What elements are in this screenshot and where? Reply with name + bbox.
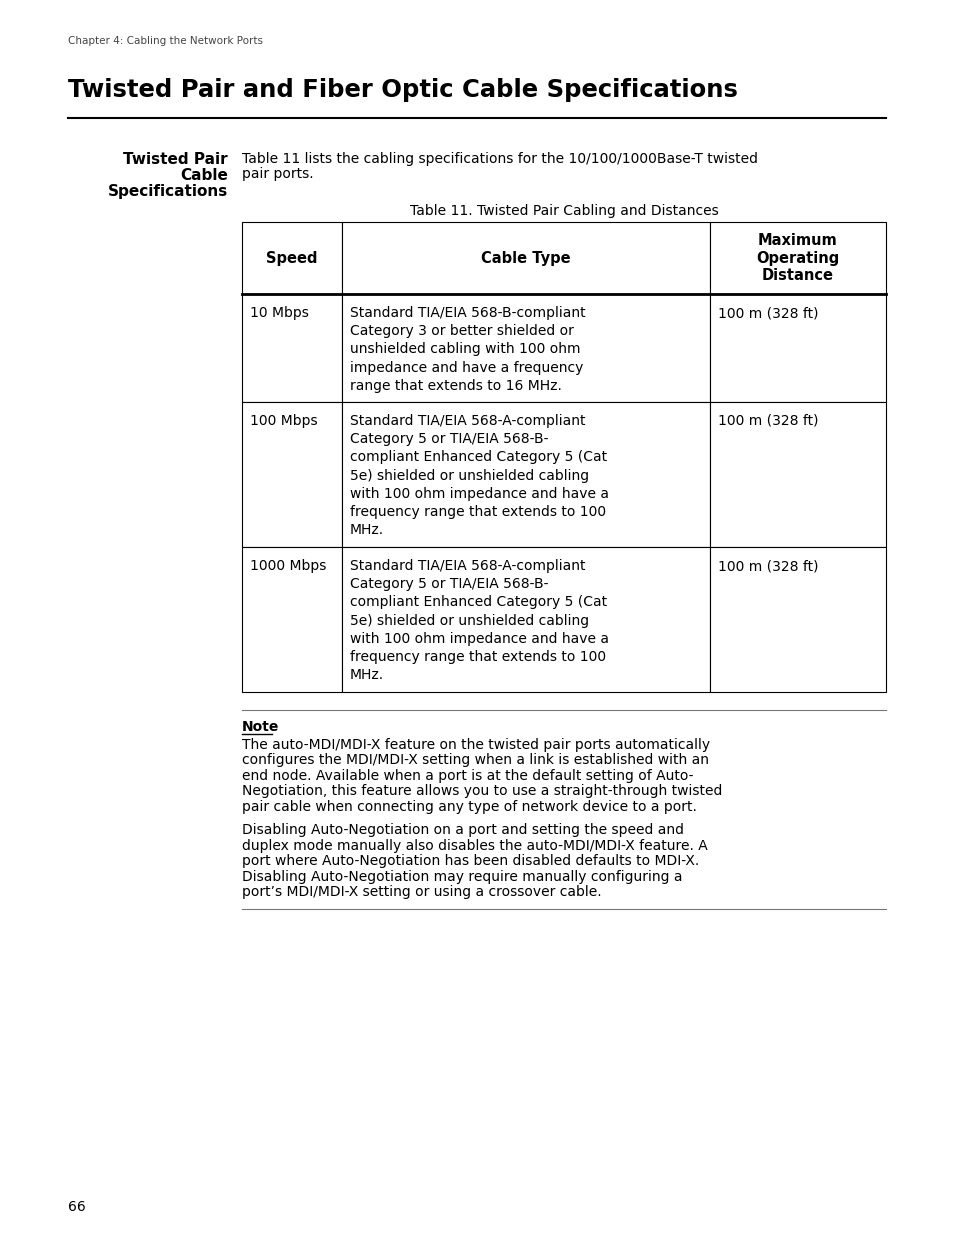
Bar <box>242 403 341 547</box>
Text: duplex mode manually also disables the auto-MDI/MDI-X feature. A: duplex mode manually also disables the a… <box>242 839 707 853</box>
Text: Standard TIA/EIA 568-A-compliant
Category 5 or TIA/EIA 568-B-
compliant Enhanced: Standard TIA/EIA 568-A-compliant Categor… <box>350 559 608 682</box>
Text: 66: 66 <box>68 1200 86 1214</box>
Bar <box>341 547 709 692</box>
Text: The auto-MDI/MDI-X feature on the twisted pair ports automatically: The auto-MDI/MDI-X feature on the twiste… <box>242 739 709 752</box>
Bar <box>709 403 885 547</box>
Text: Specifications: Specifications <box>108 184 228 199</box>
Bar <box>242 222 341 294</box>
Bar <box>341 403 709 547</box>
Bar <box>709 547 885 692</box>
Text: 100 m (328 ft): 100 m (328 ft) <box>718 414 818 429</box>
Text: 100 m (328 ft): 100 m (328 ft) <box>718 559 818 573</box>
Text: configures the MDI/MDI-X setting when a link is established with an: configures the MDI/MDI-X setting when a … <box>242 753 708 767</box>
Text: Standard TIA/EIA 568-B-compliant
Category 3 or better shielded or
unshielded cab: Standard TIA/EIA 568-B-compliant Categor… <box>350 306 585 393</box>
Text: Table 11 lists the cabling specifications for the 10/100/1000Base-T twisted: Table 11 lists the cabling specification… <box>242 152 758 165</box>
Bar <box>242 547 341 692</box>
Bar <box>242 294 341 403</box>
Text: 100 m (328 ft): 100 m (328 ft) <box>718 306 818 320</box>
Text: Negotiation, this feature allows you to use a straight-through twisted: Negotiation, this feature allows you to … <box>242 784 721 799</box>
Text: Standard TIA/EIA 568-A-compliant
Category 5 or TIA/EIA 568-B-
compliant Enhanced: Standard TIA/EIA 568-A-compliant Categor… <box>350 414 608 537</box>
Bar <box>341 294 709 403</box>
Text: pair cable when connecting any type of network device to a port.: pair cable when connecting any type of n… <box>242 800 696 814</box>
Text: Disabling Auto-Negotiation on a port and setting the speed and: Disabling Auto-Negotiation on a port and… <box>242 824 683 837</box>
Text: end node. Available when a port is at the default setting of Auto-: end node. Available when a port is at th… <box>242 769 693 783</box>
Text: 100 Mbps: 100 Mbps <box>250 414 317 429</box>
Text: port’s MDI/MDI-X setting or using a crossover cable.: port’s MDI/MDI-X setting or using a cros… <box>242 885 601 899</box>
Text: port where Auto-Negotiation has been disabled defaults to MDI-X.: port where Auto-Negotiation has been dis… <box>242 855 699 868</box>
Text: Disabling Auto-Negotiation may require manually configuring a: Disabling Auto-Negotiation may require m… <box>242 869 681 884</box>
Bar <box>341 222 709 294</box>
Bar <box>709 294 885 403</box>
Text: Cable Type: Cable Type <box>480 251 570 266</box>
Bar <box>709 222 885 294</box>
Text: Table 11. Twisted Pair Cabling and Distances: Table 11. Twisted Pair Cabling and Dista… <box>409 204 718 219</box>
Text: Speed: Speed <box>266 251 317 266</box>
Text: Note: Note <box>242 720 279 734</box>
Text: 1000 Mbps: 1000 Mbps <box>250 559 326 573</box>
Text: Maximum
Operating
Distance: Maximum Operating Distance <box>756 233 839 283</box>
Text: pair ports.: pair ports. <box>242 167 314 182</box>
Text: Chapter 4: Cabling the Network Ports: Chapter 4: Cabling the Network Ports <box>68 36 263 46</box>
Text: 10 Mbps: 10 Mbps <box>250 306 309 320</box>
Text: Twisted Pair and Fiber Optic Cable Specifications: Twisted Pair and Fiber Optic Cable Speci… <box>68 78 737 103</box>
Text: Twisted Pair: Twisted Pair <box>123 152 228 167</box>
Text: Cable: Cable <box>180 168 228 183</box>
